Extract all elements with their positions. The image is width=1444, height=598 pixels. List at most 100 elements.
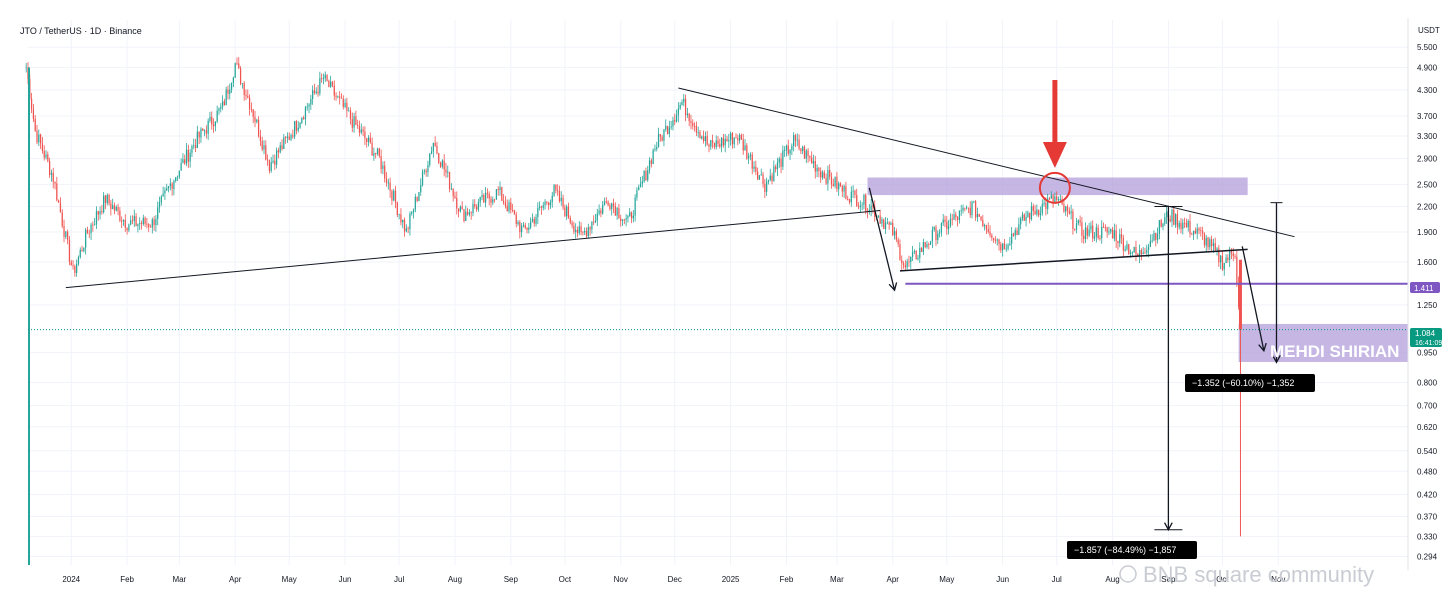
candle-body	[171, 183, 173, 189]
candle-body	[580, 226, 582, 232]
candle-body	[812, 161, 815, 164]
candle-body	[598, 210, 600, 214]
candle-body	[493, 199, 496, 201]
candle-body	[697, 131, 699, 133]
candle-body	[430, 151, 433, 154]
candle-body	[155, 219, 157, 226]
candle-body	[63, 226, 65, 237]
candle-body	[304, 107, 307, 120]
candle-body	[675, 115, 678, 122]
candle-body	[962, 207, 964, 211]
candle-body	[964, 207, 966, 209]
candle-body	[821, 172, 824, 178]
candle-body	[938, 232, 941, 234]
candle-body	[209, 116, 211, 121]
candle-body	[142, 217, 144, 225]
candle-body	[848, 199, 851, 203]
candle-body	[52, 172, 54, 182]
candle-body	[755, 166, 757, 172]
candle-body	[729, 133, 732, 141]
candle-body	[499, 187, 501, 191]
time-tick-label: Oct	[559, 575, 572, 584]
candle-body	[223, 101, 226, 106]
candle-body	[1191, 233, 1193, 235]
candle-body	[699, 131, 701, 139]
candle-body	[317, 91, 319, 94]
candle-body	[81, 249, 83, 251]
candle-body	[200, 128, 202, 138]
candle-body	[308, 104, 310, 107]
candle-body	[461, 206, 463, 210]
candle-body	[274, 160, 276, 165]
candle-body	[989, 231, 991, 236]
candle-body	[470, 212, 472, 214]
candle-body	[744, 145, 746, 151]
candle-body	[1133, 246, 1135, 253]
candle-body	[1016, 230, 1018, 235]
candle-body	[378, 148, 380, 157]
candle-body	[371, 142, 373, 156]
price-tick-label: 2.200	[1417, 203, 1438, 212]
candle-body	[1189, 220, 1191, 234]
candle-body	[677, 108, 679, 116]
candle-body	[911, 251, 914, 258]
candle-body	[1209, 239, 1211, 248]
price-axis[interactable]: 5.500 4.900 4.300 3.700 3.300 2.900 2.500 2.200…	[1407, 18, 1438, 570]
candle-body	[360, 129, 362, 133]
candle-body	[366, 138, 368, 142]
candle-body	[920, 248, 923, 252]
time-axis[interactable]: 2024 Feb Mar Apr May Jun Jul Aug Sep Oct Nov Dec 202…	[62, 575, 1285, 584]
candle-body	[427, 164, 429, 173]
candle-body	[656, 147, 658, 149]
candle-body	[148, 224, 150, 227]
candle-body	[720, 137, 723, 147]
candle-body	[845, 186, 847, 199]
candle-body	[713, 142, 716, 148]
candle-body	[393, 190, 395, 201]
candle-body	[357, 125, 359, 127]
candle-body	[1043, 202, 1045, 205]
candle-body	[776, 162, 779, 170]
candle-body	[189, 152, 191, 162]
breakdown-arrow-2-head	[1258, 342, 1267, 353]
candle-body	[890, 223, 892, 225]
candle-body	[364, 131, 366, 139]
candle-body	[919, 248, 921, 259]
candle-body	[1054, 196, 1056, 203]
candle-body	[722, 137, 725, 146]
candle-body	[434, 142, 436, 146]
candle-body	[728, 140, 730, 142]
time-tick-label: Jun	[339, 575, 352, 584]
candle-body	[1185, 222, 1188, 228]
candle-body	[657, 134, 660, 148]
candle-body	[391, 190, 393, 201]
time-tick-label: Feb	[120, 575, 134, 584]
candle-body	[1002, 243, 1004, 251]
candle-body	[443, 160, 445, 170]
candle-body	[829, 169, 831, 177]
candle-body	[895, 231, 897, 240]
candle-body	[621, 219, 624, 221]
candle-body	[915, 250, 917, 260]
candle-body	[1095, 227, 1097, 237]
support-price-label: 1.411	[1414, 284, 1434, 293]
candle-body	[1113, 230, 1115, 239]
candle-body	[259, 135, 262, 142]
candle-body	[1187, 220, 1189, 228]
candle-body	[103, 195, 105, 213]
candle-body	[92, 224, 94, 226]
candle-body	[484, 192, 487, 203]
candle-body	[1030, 206, 1033, 220]
candle-body	[1176, 214, 1179, 228]
candle-body	[542, 205, 544, 208]
candle-body	[173, 180, 175, 189]
candle-body	[1135, 246, 1137, 254]
price-tick-label: 3.300	[1417, 132, 1438, 141]
candle-body	[326, 74, 328, 81]
candle-body	[985, 225, 988, 230]
candle-body	[528, 227, 530, 230]
candle-body	[674, 120, 676, 122]
candle-body	[47, 154, 49, 162]
candle-body	[1156, 233, 1159, 240]
